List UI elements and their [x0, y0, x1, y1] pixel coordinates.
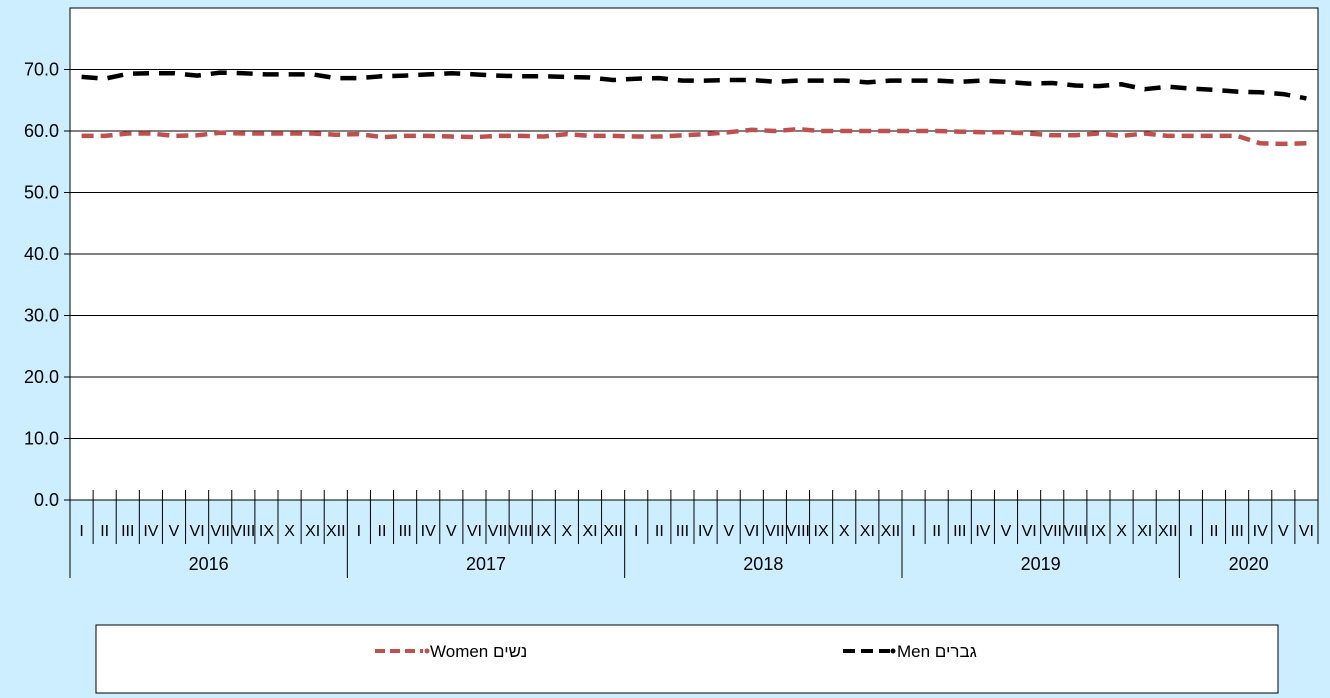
- month-label: XI: [582, 523, 597, 540]
- gridlines: [70, 69, 1318, 439]
- y-axis: 0.0 10.0 20.0 30.0 40.0 50.0 60.0 70.0: [24, 60, 70, 510]
- series-lines: [81, 70, 1307, 147]
- legend-men-marker: [890, 648, 896, 654]
- month-label: III: [953, 523, 966, 540]
- month-label: X: [562, 523, 573, 540]
- legend: Women נשים Men גברים: [95, 624, 1279, 694]
- month-label: IV: [1253, 523, 1268, 540]
- y-tick-label: 70.0: [24, 60, 59, 80]
- y-tick-label: 40.0: [24, 244, 59, 264]
- month-label: XII: [326, 523, 346, 540]
- month-label: VII: [1042, 523, 1062, 540]
- month-label: VI: [467, 523, 482, 540]
- month-label: IX: [259, 523, 274, 540]
- month-label: VII: [765, 523, 785, 540]
- month-label: XI: [860, 523, 875, 540]
- month-label: I: [357, 523, 361, 540]
- y-tick-label: 20.0: [24, 367, 59, 387]
- y-tick-label: 10.0: [24, 429, 59, 449]
- month-label: IV: [421, 523, 436, 540]
- month-label: V: [1001, 523, 1012, 540]
- month-label: V: [723, 523, 734, 540]
- month-label: VIII: [786, 523, 810, 540]
- month-label: III: [676, 523, 689, 540]
- month-label: XI: [305, 523, 320, 540]
- y-tick-label: 0.0: [34, 490, 59, 510]
- year-label: 2020: [1229, 554, 1269, 574]
- legend-men-label: Men גברים: [897, 642, 977, 661]
- month-label: VI: [1022, 523, 1037, 540]
- month-label: XII: [603, 523, 623, 540]
- month-label: II: [1210, 523, 1219, 540]
- y-tick-label: 30.0: [24, 306, 59, 326]
- year-label: 2019: [1021, 554, 1061, 574]
- month-label: IX: [814, 523, 829, 540]
- month-label: III: [1230, 523, 1243, 540]
- month-label: VII: [488, 523, 508, 540]
- month-label: IV: [975, 523, 990, 540]
- month-label: V: [446, 523, 457, 540]
- month-label: VIII: [231, 523, 255, 540]
- month-label: VI: [744, 523, 759, 540]
- month-label: I: [79, 523, 83, 540]
- month-label: IX: [536, 523, 551, 540]
- year-label: 2017: [466, 554, 506, 574]
- month-label: X: [1116, 523, 1127, 540]
- legend-box: [95, 624, 1279, 694]
- month-label: IV: [143, 523, 158, 540]
- year-label: 2018: [743, 554, 783, 574]
- month-label: III: [398, 523, 411, 540]
- y-tick-label: 50.0: [24, 183, 59, 203]
- month-label: III: [121, 523, 134, 540]
- legend-women-label: Women נשים: [430, 642, 527, 661]
- month-label: VI: [1299, 523, 1314, 540]
- month-label: XII: [881, 523, 901, 540]
- month-label: X: [284, 523, 295, 540]
- month-label: VIII: [509, 523, 533, 540]
- month-label: IX: [1091, 523, 1106, 540]
- month-label: I: [634, 523, 638, 540]
- month-label: II: [932, 523, 941, 540]
- month-label: II: [378, 523, 387, 540]
- month-label: IV: [698, 523, 713, 540]
- month-label: XI: [1137, 523, 1152, 540]
- month-label: I: [911, 523, 915, 540]
- legend-women-marker: [424, 648, 430, 654]
- month-label: II: [100, 523, 109, 540]
- y-tick-label: 60.0: [24, 121, 59, 141]
- month-label: X: [839, 523, 850, 540]
- series-line-women: [81, 126, 1307, 147]
- month-label: VII: [210, 523, 230, 540]
- month-label: V: [169, 523, 180, 540]
- month-label: II: [655, 523, 664, 540]
- month-label: I: [1189, 523, 1193, 540]
- year-label: 2016: [189, 554, 229, 574]
- month-label: VI: [190, 523, 205, 540]
- month-label: V: [1278, 523, 1289, 540]
- month-label: VIII: [1063, 523, 1087, 540]
- month-label: XII: [1158, 523, 1178, 540]
- series-line-men: [81, 70, 1307, 101]
